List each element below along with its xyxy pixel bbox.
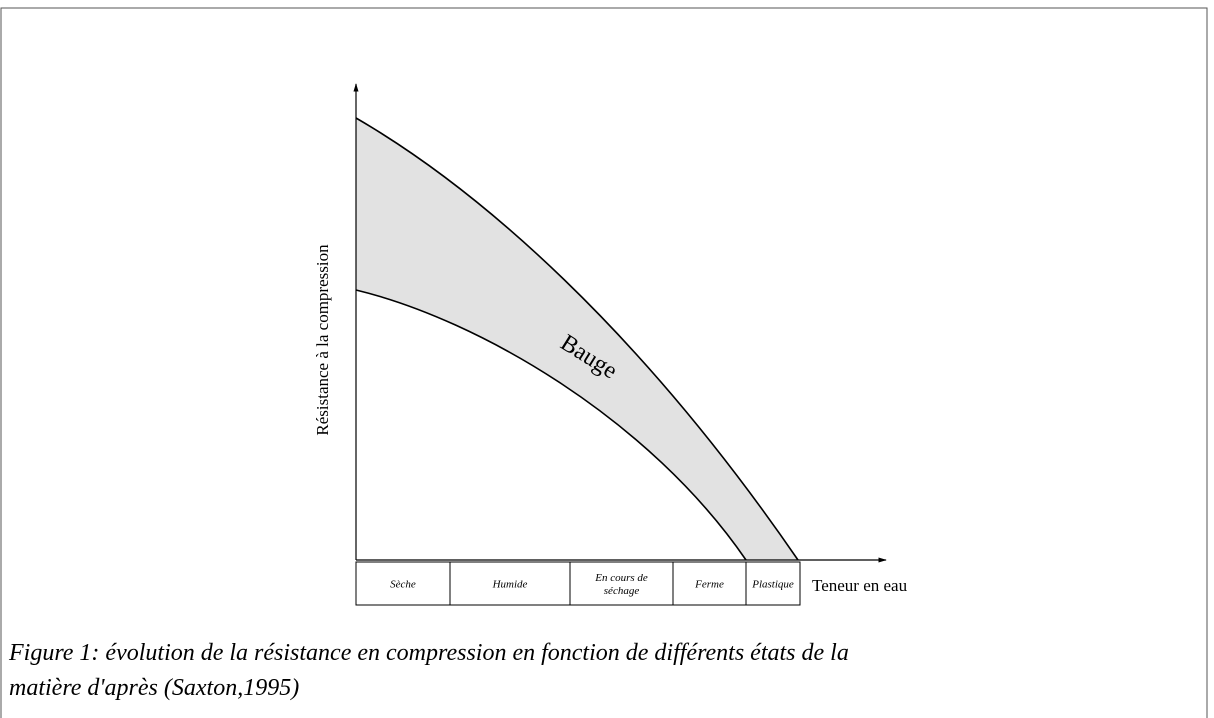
caption: Figure 1: évolution de la résistance en … bbox=[8, 640, 849, 701]
upper-curve bbox=[355, 117, 799, 561]
state-label: En cours de bbox=[594, 572, 648, 584]
state-label: séchage bbox=[604, 585, 640, 597]
caption-line: matière d'après (Saxton,1995) bbox=[9, 675, 299, 701]
state-label: Humide bbox=[492, 579, 528, 591]
y-axis-label: Résistance à la compression bbox=[313, 244, 332, 436]
frame bbox=[0, 7, 1208, 718]
state-label: Sèche bbox=[390, 579, 416, 591]
state-cell bbox=[745, 561, 801, 606]
x-axis-label: Teneur en eau bbox=[812, 576, 908, 595]
bauge-region bbox=[356, 118, 798, 560]
state-label: Plastique bbox=[751, 579, 794, 591]
state-label: Ferme bbox=[694, 579, 724, 591]
caption-line: Figure 1: évolution de la résistance en … bbox=[8, 640, 849, 666]
lower-curve bbox=[355, 289, 747, 561]
